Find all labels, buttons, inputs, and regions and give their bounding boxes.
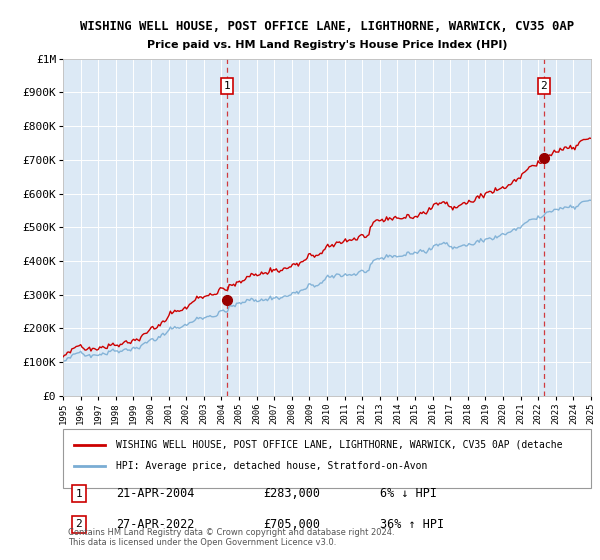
Text: 21-APR-2004: 21-APR-2004 [116, 487, 194, 500]
Text: WISHING WELL HOUSE, POST OFFICE LANE, LIGHTHORNE, WARWICK, CV35 0AP: WISHING WELL HOUSE, POST OFFICE LANE, LI… [80, 20, 574, 32]
Text: 2: 2 [76, 519, 82, 529]
Text: 1: 1 [223, 81, 230, 91]
Text: £705,000: £705,000 [263, 518, 320, 531]
Text: WISHING WELL HOUSE, POST OFFICE LANE, LIGHTHORNE, WARWICK, CV35 0AP (detache: WISHING WELL HOUSE, POST OFFICE LANE, LI… [116, 440, 562, 450]
Text: Contains HM Land Registry data © Crown copyright and database right 2024.
This d: Contains HM Land Registry data © Crown c… [68, 528, 395, 547]
Text: 36% ↑ HPI: 36% ↑ HPI [380, 518, 444, 531]
Text: £283,000: £283,000 [263, 487, 320, 500]
Text: 2: 2 [541, 81, 547, 91]
FancyBboxPatch shape [63, 430, 591, 488]
Text: 1: 1 [76, 489, 82, 498]
Text: 6% ↓ HPI: 6% ↓ HPI [380, 487, 437, 500]
Text: 27-APR-2022: 27-APR-2022 [116, 518, 194, 531]
Text: HPI: Average price, detached house, Stratford-on-Avon: HPI: Average price, detached house, Stra… [116, 461, 427, 471]
Text: Price paid vs. HM Land Registry's House Price Index (HPI): Price paid vs. HM Land Registry's House … [147, 40, 507, 50]
